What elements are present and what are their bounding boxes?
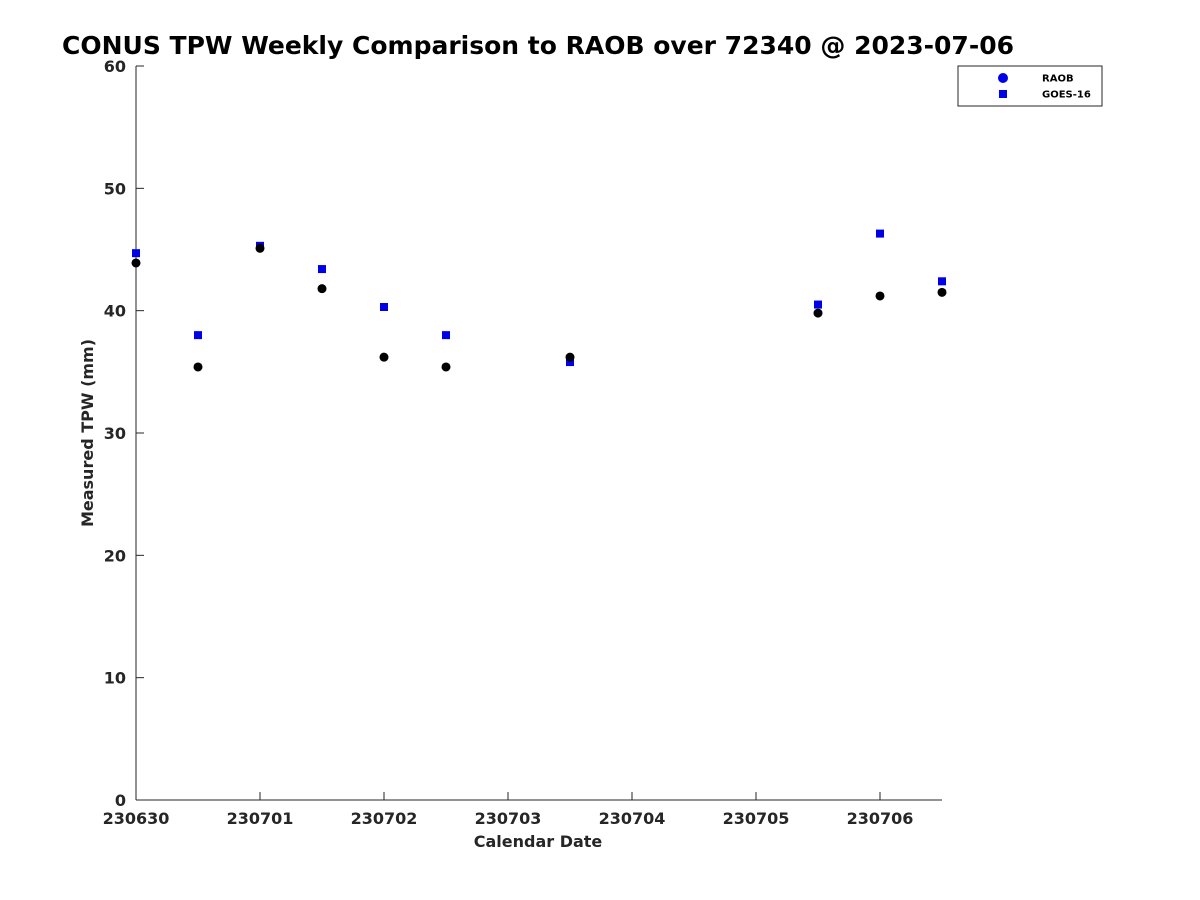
x-axis-label: Calendar Date (474, 832, 603, 851)
raob-point (813, 308, 823, 318)
raob-point (131, 258, 141, 268)
y-tick-label: 20 (104, 546, 126, 565)
raob-point (565, 352, 575, 362)
legend-goes16-marker (999, 90, 1007, 98)
chart-title: CONUS TPW Weekly Comparison to RAOB over… (62, 31, 1014, 60)
x-tick-label: 230703 (475, 809, 542, 828)
y-tick-label: 10 (104, 669, 126, 688)
x-tick-label: 230704 (599, 809, 666, 828)
x-tick-label: 230701 (227, 809, 294, 828)
goes16-point (194, 331, 202, 340)
goes16-point (318, 265, 326, 274)
goes16-point (132, 249, 140, 258)
y-tick-label: 60 (104, 57, 126, 76)
x-tick-label: 230705 (723, 809, 790, 828)
goes16-point (566, 358, 574, 367)
goes16-point (380, 302, 388, 311)
x-tick-label: 230702 (351, 809, 418, 828)
goes16-point (876, 229, 884, 238)
legend-raob-marker (998, 73, 1008, 83)
y-tick-label: 40 (104, 302, 126, 321)
legend: RAOB GOES-16 (957, 65, 1103, 107)
raob-point (937, 287, 947, 297)
x-tick-label: 230630 (103, 809, 170, 828)
goes16-point (814, 300, 822, 309)
legend-raob-label: RAOB (1042, 74, 1074, 85)
y-axis-label: Measured TPW (mm) (78, 339, 97, 527)
axes: 230630 230701 230702 230703 230704 230705 2307… (103, 57, 942, 828)
y-tick-label: 30 (104, 424, 126, 443)
legend-box (957, 65, 1103, 107)
data-marks (131, 229, 947, 372)
goes16-point (938, 277, 946, 286)
raob-point (441, 362, 451, 372)
x-tick-label: 230706 (847, 809, 914, 828)
y-tick-label: 0 (115, 791, 126, 810)
raob-point (193, 362, 203, 372)
y-tick-label: 50 (104, 179, 126, 198)
goes16-point (442, 331, 450, 340)
raob-point (255, 243, 265, 253)
raob-point (875, 291, 885, 301)
legend-goes16-label: GOES-16 (1042, 90, 1091, 101)
raob-point (317, 284, 327, 294)
raob-point (379, 352, 389, 362)
